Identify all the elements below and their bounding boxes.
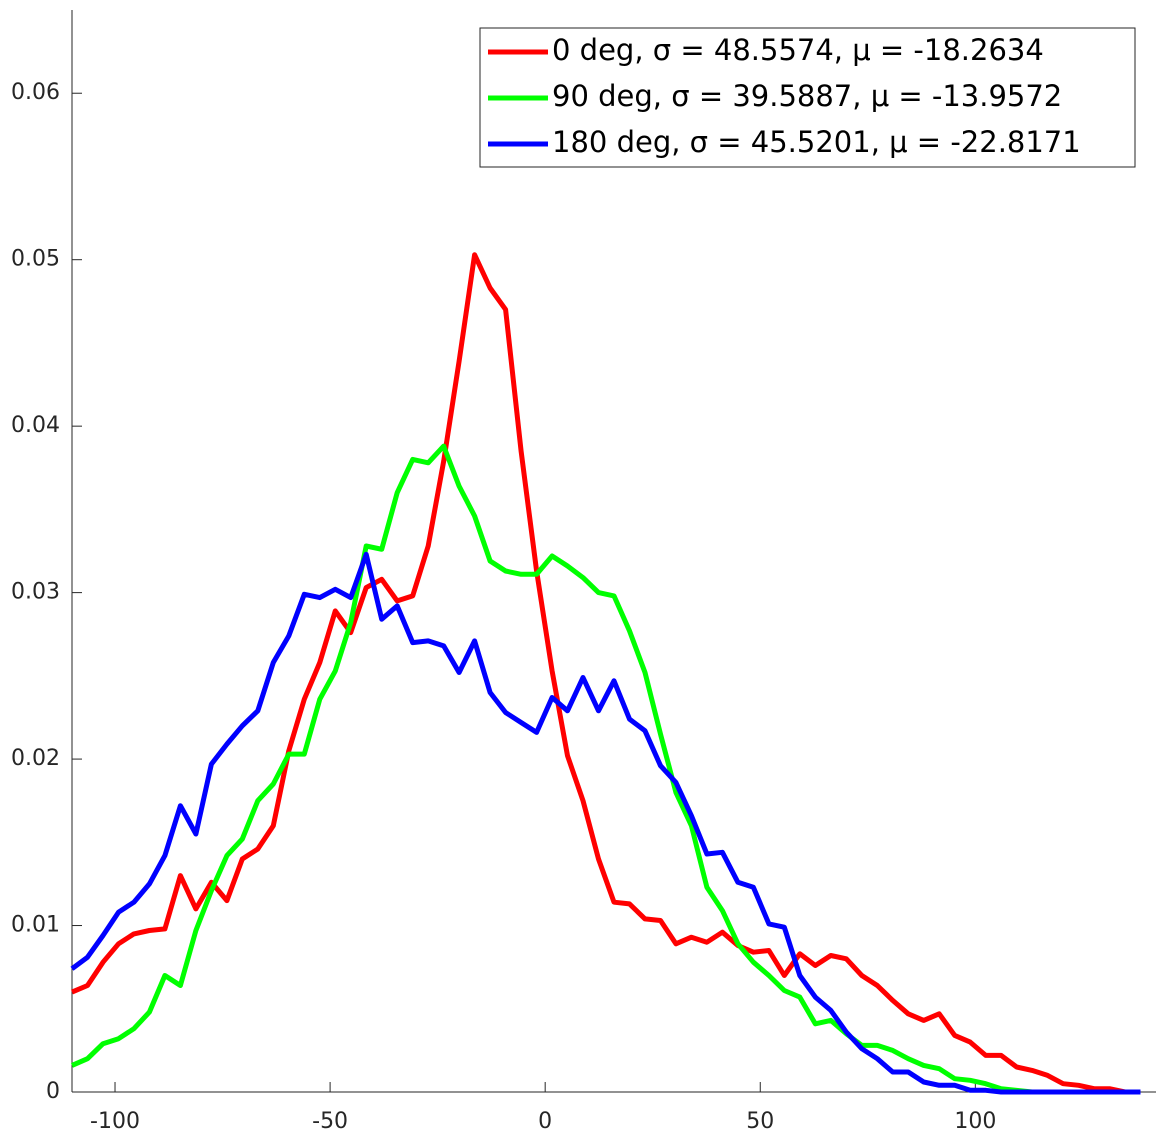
y-tick-label: 0.02	[11, 746, 60, 771]
legend-label: 0 deg, σ = 48.5574, μ = -18.2634	[552, 33, 1044, 67]
x-tick-label: 0	[538, 1109, 552, 1134]
data-line	[71, 252, 1141, 1095]
data-line	[71, 443, 1141, 1095]
x-tick-label: 100	[954, 1109, 996, 1134]
y-tick-label: 0.04	[11, 413, 60, 438]
legend-label: 180 deg, σ = 45.5201, μ = -22.8171	[552, 125, 1081, 159]
legend-label: 90 deg, σ = 39.5887, μ = -13.9572	[552, 79, 1062, 113]
data-line	[70, 551, 1141, 1095]
x-tick-label: -100	[90, 1109, 140, 1134]
y-tick-label: 0	[46, 1079, 60, 1104]
legend-box	[479, 27, 1136, 168]
x-tick-label: -50	[312, 1109, 348, 1134]
y-tick-label: 0.05	[11, 247, 60, 272]
y-tick-label: 0.01	[11, 913, 60, 938]
y-tick-label: 0.03	[11, 580, 60, 605]
y-tick-label: 0.06	[11, 80, 60, 105]
x-tick-label: 50	[746, 1109, 774, 1134]
